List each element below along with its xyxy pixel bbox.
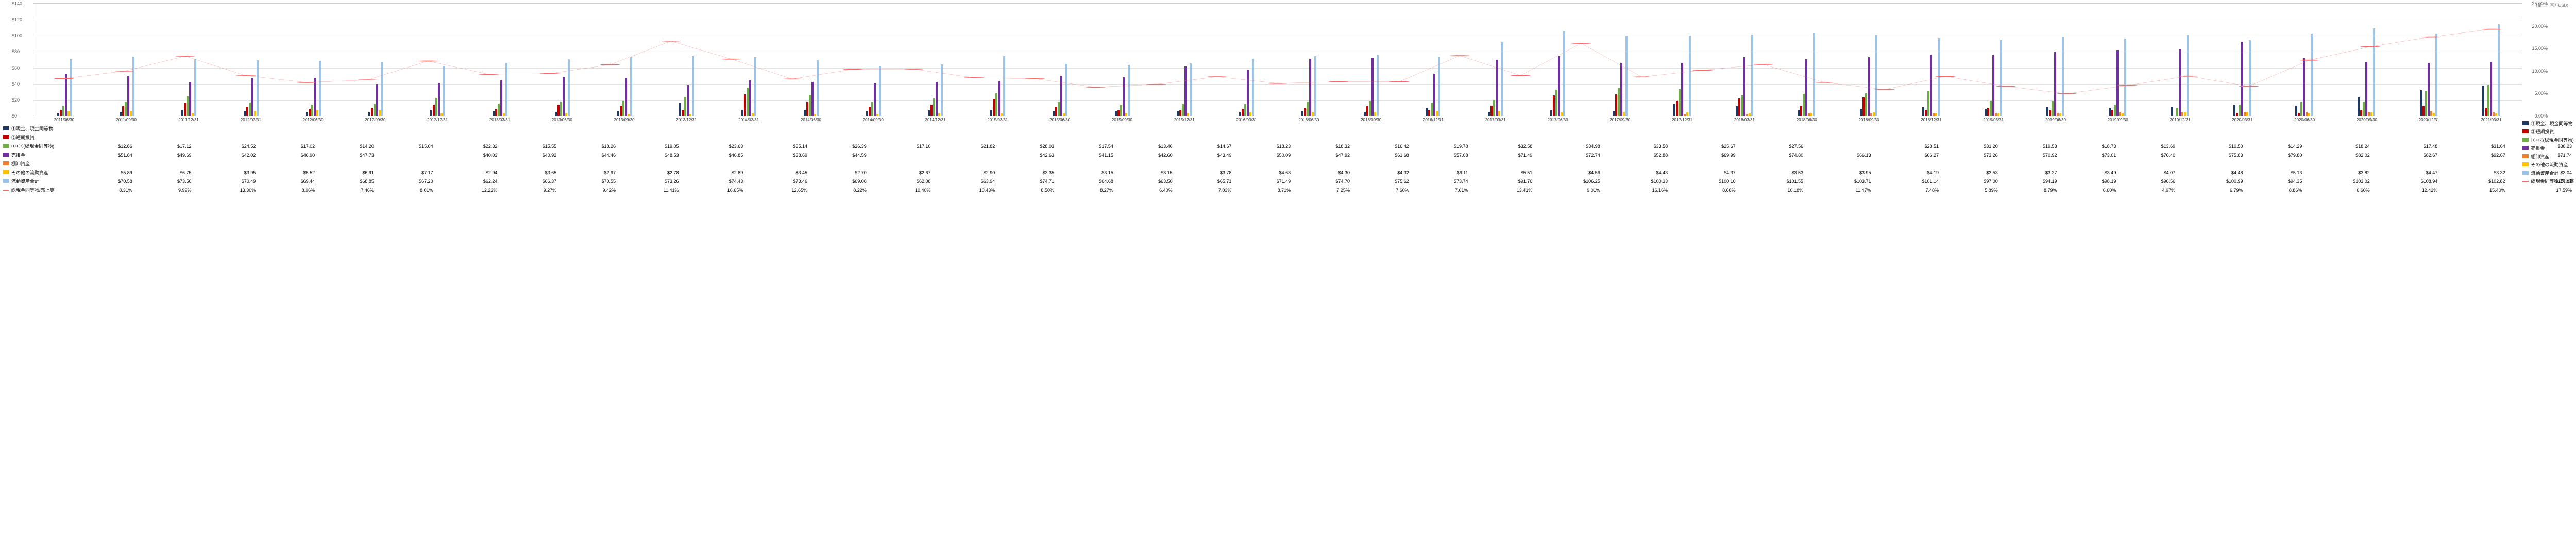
data-table: ①現金、現金同等物②短期投資①+②(総現金同等物)$12.86$17.12$24… — [2, 124, 2574, 194]
legend-right: ①現金、現金同等物②短期投資①+②(総現金同等物)売掛金棚卸資産その他の流動資産… — [2522, 119, 2574, 186]
line-overlay — [33, 4, 2522, 116]
x-axis-labels: 2011/06/302011/09/302011/12/312012/03/31… — [33, 118, 2522, 122]
financial-bar-line-chart: (単位：百万USD) $140$120$100$80$60$40$20$025.… — [33, 3, 2522, 116]
